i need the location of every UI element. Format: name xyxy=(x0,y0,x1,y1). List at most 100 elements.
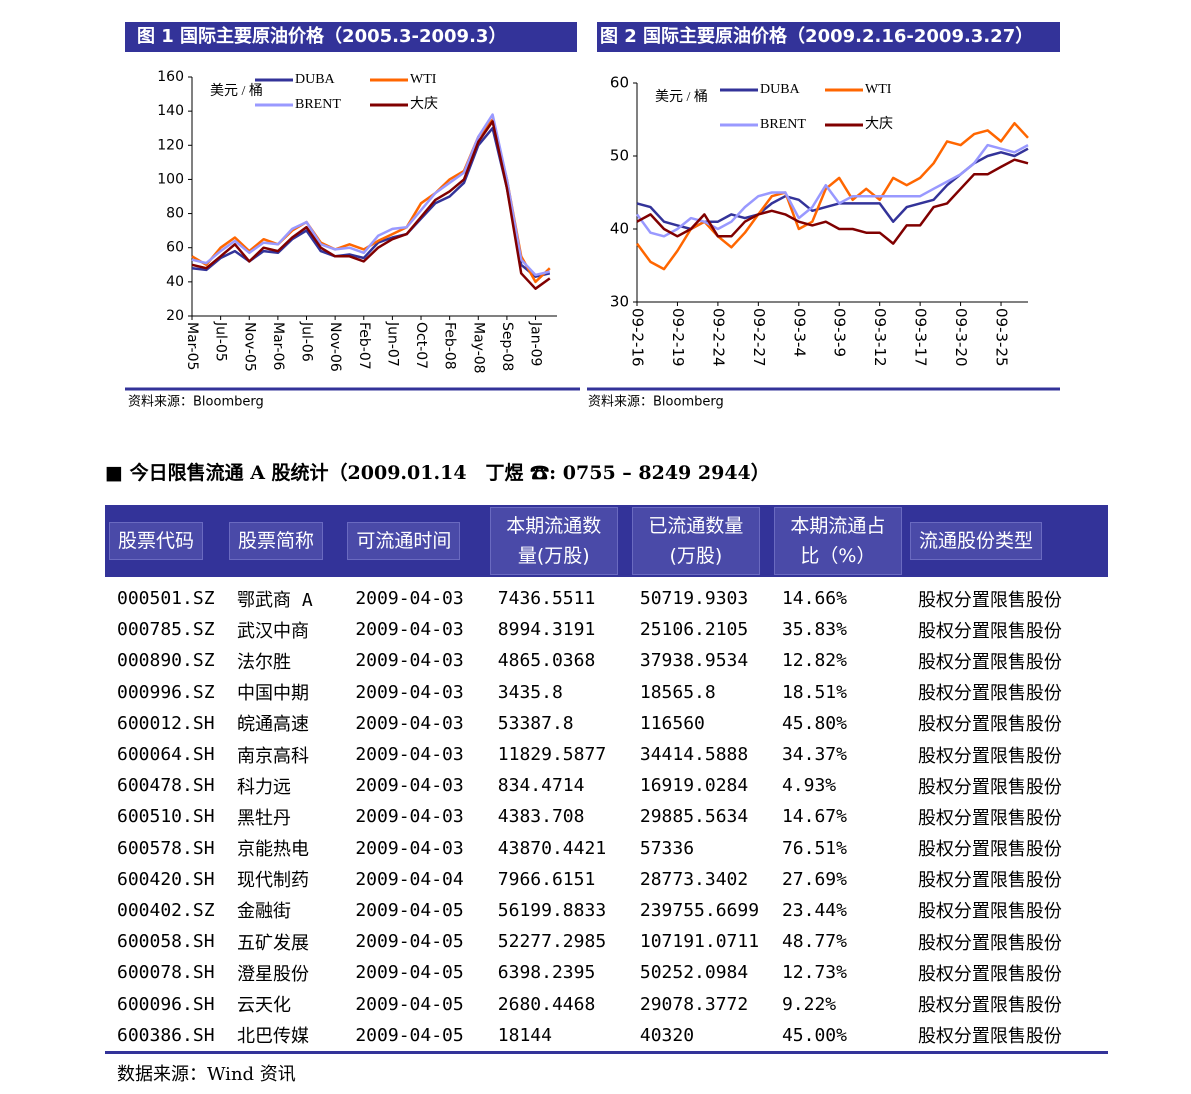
section-heading: ■ 今日限售流通 A 股统计（2009.01.14 丁煜 ☎: 0755 – 8… xyxy=(105,462,770,484)
table-cell: 科力远 xyxy=(237,776,291,798)
table-cell: 金融街 xyxy=(237,901,291,923)
table-cell: 2009-04-05 xyxy=(355,1024,464,1046)
x-tick-label: May-08 xyxy=(470,322,486,374)
table: 股票代码 股票简称 可流通时间 本期流通数量(万股) 已流通数量(万股) 本期流通占比（%… xyxy=(105,505,1108,1051)
table-cell: 2009-04-05 xyxy=(355,899,464,921)
header-text: 股票代码 xyxy=(109,522,204,560)
source: 资料来源：Bloomberg xyxy=(588,395,724,410)
table-cell: 600058.SH xyxy=(117,931,215,953)
column-header: 股票简称 xyxy=(225,505,344,577)
x-tick-label: Jul-06 xyxy=(299,321,315,362)
table-cell: 48.77% xyxy=(781,931,847,953)
table-cell: 45.80% xyxy=(781,712,847,734)
chart-title: 图 1 国际主要原油价格（2005.3-2009.3） xyxy=(137,25,506,47)
table-body: 000501.SZ 鄂武商 A 2009-04-03 7436.5511 50719.9… xyxy=(105,577,1108,1051)
header-text: 股票简称 xyxy=(229,522,324,560)
table-cell: 25106.2105 xyxy=(639,619,749,641)
column-header: 已流通数量(万股) xyxy=(627,505,770,577)
table-cell: 34414.5888 xyxy=(639,744,749,766)
table-row: 000785.SZ 武汉中商 2009-04-03 8994.3191 25106.21… xyxy=(105,614,1108,645)
table-source: 数据来源：Wind 资讯 xyxy=(105,1050,1108,1086)
table-cell: 29885.5634 xyxy=(639,806,749,828)
table-cell: 56199.8833 xyxy=(497,899,607,921)
table-cell: 116560 xyxy=(639,712,705,734)
header-row: 股票代码 股票简称 可流通时间 本期流通数量(万股) 已流通数量(万股) 本期流通占比（%… xyxy=(105,505,1108,577)
table-cell: 股权分置限售股份 xyxy=(917,620,1062,642)
table-row: 600578.SH 京能热电 2009-04-03 43870.4421 57336 76… xyxy=(105,833,1108,864)
table-cell: 2009-04-03 xyxy=(355,775,464,797)
x-tick-label: Feb-08 xyxy=(442,322,458,370)
table-cell: 12.82% xyxy=(781,650,847,672)
x-tick-label: 09-3-20 xyxy=(952,308,970,367)
x-tick-label: Jun-07 xyxy=(384,321,400,367)
table-cell: 27.69% xyxy=(781,868,847,890)
table-cell: 000996.SZ xyxy=(117,681,215,703)
x-tick-label: Oct-07 xyxy=(413,322,429,369)
table-row: 600064.SH 南京高科 2009-04-03 11829.5877 34414.5… xyxy=(105,739,1108,770)
x-tick-label: Feb-07 xyxy=(356,322,372,370)
title-bar xyxy=(125,22,577,52)
table-row: 000501.SZ 鄂武商 A 2009-04-03 7436.5511 50719.9… xyxy=(105,577,1108,614)
table-cell: 黑牡丹 xyxy=(237,807,291,829)
table-cell: 2009-04-05 xyxy=(355,993,464,1015)
table-cell: 600578.SH xyxy=(117,837,215,859)
table-cell: 52277.2985 xyxy=(497,931,607,953)
table-cell: 股权分置限售股份 xyxy=(917,745,1062,767)
table-row: 000996.SZ 中国中期 2009-04-03 3435.8 18565.8 18.5… xyxy=(105,677,1108,708)
column-header: 流通股份类型 xyxy=(905,505,1108,577)
y-tick-label: 60 xyxy=(610,74,629,92)
table-cell: 600478.SH xyxy=(117,775,215,797)
table-cell: 18144 xyxy=(497,1024,552,1046)
table-cell: 云天化 xyxy=(237,995,291,1017)
x-tick-label: 09-2-16 xyxy=(629,308,647,367)
table-row: 600078.SH 澄星股份 2009-04-05 6398.2395 50252.09… xyxy=(105,957,1108,988)
x-tick-label: 09-3-25 xyxy=(993,308,1011,367)
table-row: 600478.SH 科力远 2009-04-03 834.4714 16919.0284… xyxy=(105,770,1108,801)
table-cell: 2009-04-03 xyxy=(355,619,464,641)
x-tick-label: Mar-06 xyxy=(270,322,286,370)
x-tick-label: 09-3-17 xyxy=(912,308,930,367)
header-text: 本期流通占比（%） xyxy=(773,507,902,575)
table-cell: 12.73% xyxy=(781,962,847,984)
table-cell: 法尔胜 xyxy=(237,651,291,673)
x-tick-label: Jan-09 xyxy=(528,321,544,366)
table-cell: 2009-04-03 xyxy=(355,681,464,703)
table-row: 600012.SH 皖通高速 2009-04-03 53387.8 116560 45.8… xyxy=(105,708,1108,739)
table-cell: 600096.SH xyxy=(117,993,215,1015)
table-cell: 7966.6151 xyxy=(497,868,596,890)
table-cell: 2009-04-04 xyxy=(355,868,464,890)
legend-label: 大庆 xyxy=(410,96,438,112)
table-cell: 京能热电 xyxy=(237,839,309,861)
table-cell: 29078.3772 xyxy=(639,993,749,1015)
table-cell: 2009-04-03 xyxy=(355,806,464,828)
charts: 图 1 国际主要原油价格（2005.3-2009.3） 图 2 国际主要原油价格… xyxy=(125,22,1060,410)
source: 资料来源：Bloomberg xyxy=(128,395,264,410)
table-cell: 7436.5511 xyxy=(497,588,596,610)
legend-label: DUBA xyxy=(760,82,801,97)
header-text: 流通股份类型 xyxy=(909,522,1042,560)
table-cell: 股权分置限售股份 xyxy=(917,1026,1062,1048)
series-line xyxy=(635,121,1029,271)
table-cell: 股权分置限售股份 xyxy=(917,839,1062,861)
table-cell: 股权分置限售股份 xyxy=(917,995,1062,1017)
table-cell: 18.51% xyxy=(781,681,847,703)
table-cell: 澄星股份 xyxy=(237,963,309,985)
legend-label: 大庆 xyxy=(865,116,893,132)
table-cell: 600420.SH xyxy=(117,868,215,890)
legend-label: BRENT xyxy=(295,97,341,112)
table-cell: 23.44% xyxy=(781,899,847,921)
table-cell: 000890.SZ xyxy=(117,650,215,672)
legend-label: WTI xyxy=(410,72,437,87)
table-row: 600058.SH 五矿发展 2009-04-05 52277.2985 107191.… xyxy=(105,926,1108,957)
table-cell: 南京高科 xyxy=(237,745,309,767)
table-cell: 14.66% xyxy=(781,588,847,610)
series-line xyxy=(191,113,551,277)
y-tick-label: 40 xyxy=(166,274,184,290)
table-cell: 6398.2395 xyxy=(497,962,596,984)
table-cell: 2009-04-05 xyxy=(355,962,464,984)
x-tick-label: 09-2-24 xyxy=(709,308,727,367)
y-tick-label: 120 xyxy=(157,137,184,153)
table-cell: 五矿发展 xyxy=(237,932,309,954)
table-row: 600096.SH 云天化 2009-04-05 2680.4468 29078.377… xyxy=(105,988,1108,1019)
table-cell: 股权分置限售股份 xyxy=(917,963,1062,985)
